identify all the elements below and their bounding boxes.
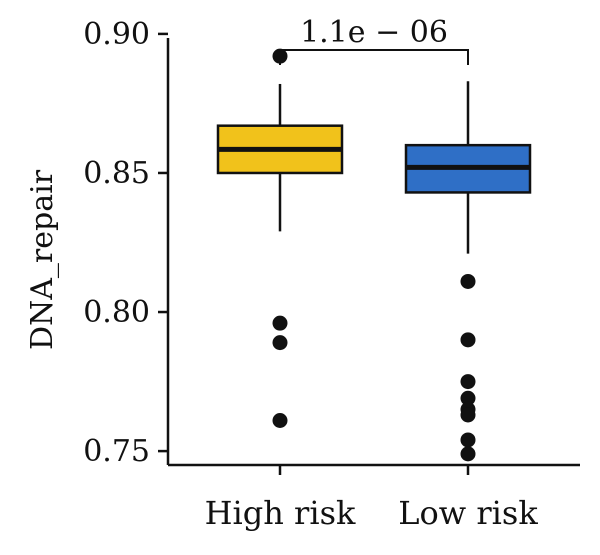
axes: 0.75 0.80 0.85 0.90 High risk Low risk [83, 17, 580, 532]
outlier-point [460, 332, 476, 348]
outlier-point [460, 432, 476, 448]
outlier-point [460, 273, 476, 289]
box-group [216, 48, 344, 428]
significance-bracket: 1.1e − 06 [279, 15, 469, 65]
y-tick-label: 0.85 [83, 156, 150, 191]
y-tick-label: 0.80 [83, 295, 150, 330]
outlier-point [272, 315, 288, 331]
x-tick-label: Low risk [398, 494, 538, 532]
outlier-point [460, 446, 476, 462]
y-tick-label: 0.90 [83, 17, 150, 52]
p-value-label: 1.1e − 06 [300, 15, 448, 50]
y-tick-label: 0.75 [83, 434, 150, 469]
outlier-point [460, 407, 476, 423]
box-group [404, 81, 532, 462]
outlier-point [460, 390, 476, 406]
y-axis-title: DNA_repair [25, 169, 60, 350]
outlier-point [272, 335, 288, 351]
outlier-point [460, 374, 476, 390]
boxes [216, 48, 532, 462]
x-tick-label: High risk [205, 494, 356, 532]
bracket-line [279, 49, 469, 65]
outlier-point [272, 413, 288, 428]
